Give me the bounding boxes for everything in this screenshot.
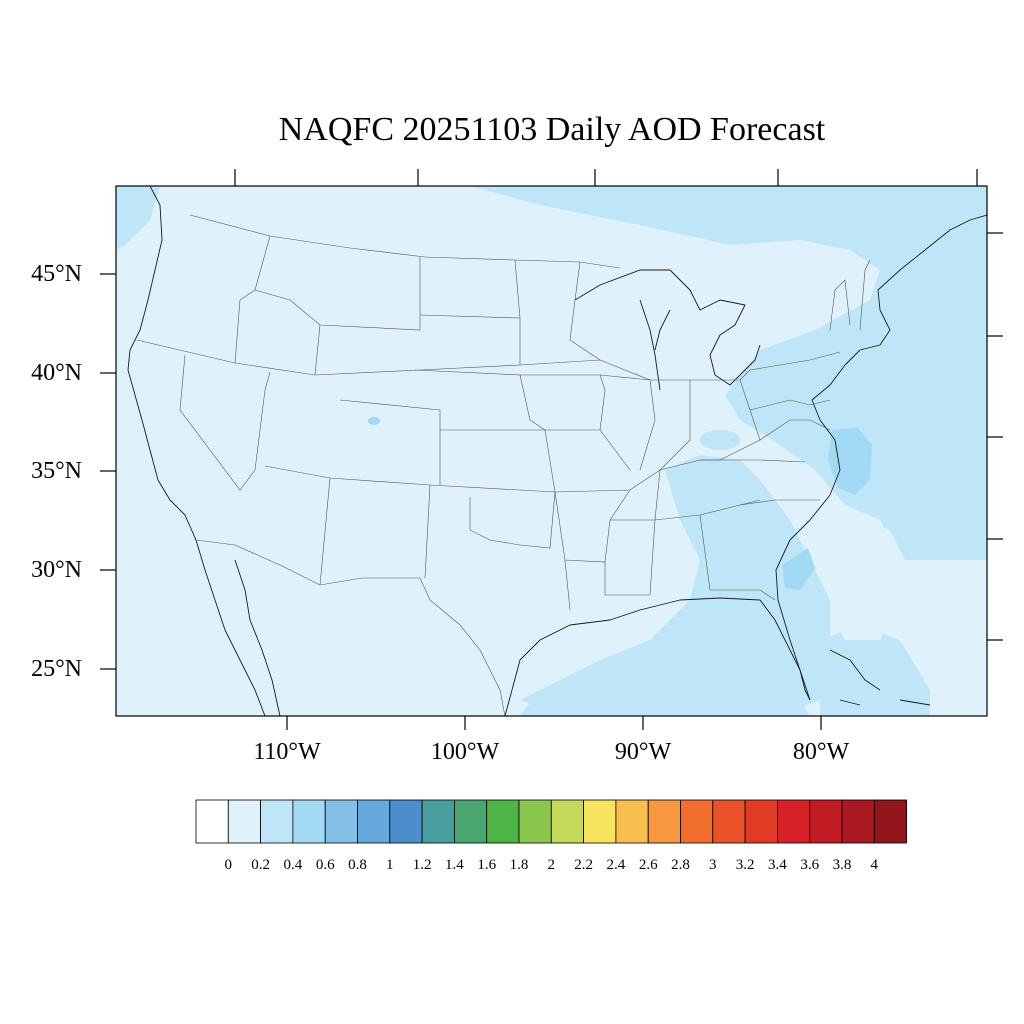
lon-label-110w: 110°W [253,739,321,765]
aod-region-northwest [116,186,160,250]
colorbar-swatch [195,799,229,844]
colorbar-tick-label: 1.4 [445,857,464,873]
aod-clear-patch [830,520,905,640]
colorbar-swatch [324,799,358,844]
map-title: NAQFC 20251103 Daily AOD Forecast [278,111,826,148]
colorbar-tick-label: 3 [709,857,717,873]
colorbar-tick-label: 0.2 [251,857,270,873]
colorbar-tick-label: 2.2 [574,857,593,873]
colorbar-swatch [615,799,649,844]
lat-label-25n: 25°N [31,656,82,682]
colorbar-swatch [744,799,778,844]
aod-0.6-0.8-regions [368,417,872,590]
colorbar-swatch [421,799,455,844]
aod-region-georgia [782,548,815,590]
colorbar-swatch [873,799,907,844]
lat-label-45n: 45°N [31,261,82,287]
atlantic-coastline [775,214,987,701]
colorbar-tick-label: 3.2 [735,857,755,873]
colorbar-swatch [227,799,261,844]
lon-label-90w: 90°W [614,739,672,765]
colorbar-swatch [389,799,423,844]
colorbar-tick-label: 0.6 [315,857,335,873]
state-boundaries [136,214,871,716]
colorbar-tick-label: 0.8 [348,857,367,873]
colorbar-swatch [518,799,552,844]
colorbar-tick-label: 2.8 [671,857,690,873]
colorbar-swatch [260,799,294,844]
colorbar-swatch [777,799,811,844]
coastlines-and-borders [127,186,987,716]
baja-gulf-coast [234,559,281,716]
great-lakes [574,269,761,391]
colorbar-swatch [486,799,520,844]
lon-label-100w: 100°W [430,739,500,765]
colorbar-tick-label: 2.4 [606,857,626,873]
colorbar-swatch [841,799,875,844]
colorbar-swatch [550,799,584,844]
us-mexico-border [195,539,506,716]
lon-label-80w: 80°W [792,739,850,765]
colorbar-swatch [809,799,843,844]
aod-region-utah [368,417,380,425]
map-tick-marks [100,169,1003,730]
map-frame [115,185,988,717]
colorbar [195,799,907,844]
colorbar-swatch [292,799,326,844]
colorbar-tick-label: 0.4 [283,857,303,873]
colorbar-swatch [357,799,391,844]
colorbar-tick-label: 1.8 [509,857,529,873]
lat-label-40n: 40°N [31,360,82,386]
aod-region-gulf-south [520,650,810,716]
colorbar-tick-label: 1.2 [412,857,432,873]
aod-region-atlantic [870,400,987,560]
pacific-coastline [127,186,266,716]
colorbar-tick-label: 1.6 [477,857,497,873]
florida-keys-and-islands [829,649,931,706]
colorbar-tick-label: 3.8 [832,857,852,873]
colorbar-tick-label: 3.6 [800,857,820,873]
colorbar-tick-label: 4 [870,857,879,873]
aod-region-caribbean [820,625,930,716]
gulf-coastline [504,597,811,716]
colorbar-swatch [680,799,714,844]
colorbar-tick-label: 2 [547,857,556,873]
colorbar-swatch [453,799,488,844]
aod-region-ohio [700,430,740,450]
colorbar-tick-label: 2.6 [638,857,658,873]
colorbar-swatch [583,799,617,844]
aod-region-carolina-coast [828,428,872,495]
colorbar-tick-label: 0 [224,857,233,873]
lat-label-30n: 30°N [31,557,82,583]
colorbar-tick-label: 1 [386,857,394,873]
colorbar-swatch [712,799,746,844]
colorbar-tick-label: 3.4 [768,857,787,873]
lat-label-35n: 35°N [31,458,82,484]
colorbar-swatch [647,799,681,844]
